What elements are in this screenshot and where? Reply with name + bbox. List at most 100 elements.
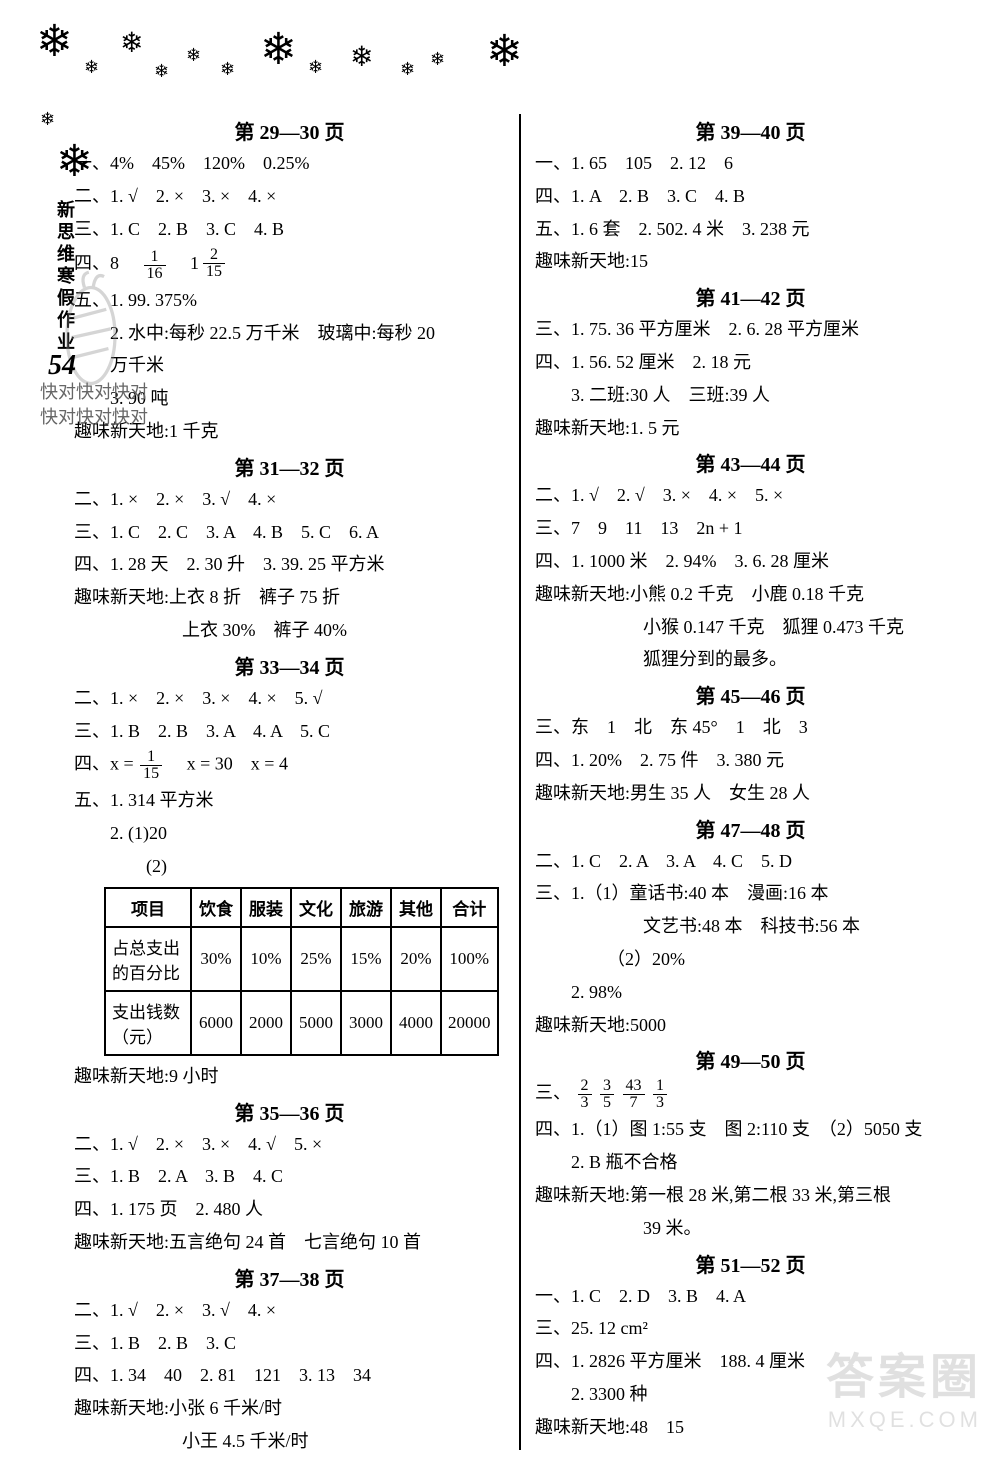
table-cell: 5000	[291, 991, 341, 1055]
content-columns: 第 29—30 页 一、4% 45% 120% 0.25% 二、1. √ 2. …	[0, 0, 1000, 1480]
table-header: 饮食	[191, 888, 241, 927]
answer-line: 万千米	[74, 351, 505, 380]
answer-line: 三、1. B 2. A 3. B 4. C	[74, 1162, 505, 1191]
answer-line: 2. 98%	[535, 978, 966, 1007]
answer-line: 二、1. √ 2. × 3. √ 4. ×	[74, 1296, 505, 1325]
answer-line: 一、1. 65 105 2. 12 6	[535, 149, 966, 178]
answer-line: 一、4% 45% 120% 0.25%	[74, 149, 505, 178]
answer-line: 趣味新天地:男生 35 人 女生 28 人	[535, 779, 966, 808]
answer-line: 三、25. 12 cm²	[535, 1314, 966, 1343]
answer-line: 3. 二班:30 人 三班:39 人	[535, 381, 966, 410]
answer-line: （2）20%	[535, 945, 966, 974]
answer-line: 三、7 9 11 13 2n + 1	[535, 514, 966, 543]
table-cell: 30%	[191, 927, 241, 991]
answer-line: 狐狸分到的最多。	[535, 645, 966, 674]
answer-line: 小猴 0.147 千克 狐狸 0.473 千克	[535, 613, 966, 642]
answer-line: 趣味新天地:上衣 8 折 裤子 75 折	[74, 583, 505, 612]
answer-line: 趣味新天地:15	[535, 247, 966, 276]
text: 三、	[535, 1083, 571, 1103]
section-title: 第 31—32 页	[74, 452, 505, 481]
answer-line: 二、1. √ 2. × 3. × 4. ×	[74, 182, 505, 211]
fraction: 35	[600, 1078, 614, 1111]
section-title: 第 47—48 页	[535, 814, 966, 843]
fraction: 13	[653, 1078, 667, 1111]
table-header: 文化	[291, 888, 341, 927]
answer-line: 2. 3300 种	[535, 1380, 966, 1409]
section-title: 第 41—42 页	[535, 282, 966, 311]
fraction: 23	[578, 1078, 592, 1111]
answer-line: 五、1. 99. 375%	[74, 286, 505, 315]
fraction: 116	[144, 249, 166, 282]
answer-line: 2. 水中:每秒 22.5 万千米 玻璃中:每秒 20	[74, 319, 505, 348]
section-title: 第 29—30 页	[74, 116, 505, 145]
table-cell: 15%	[341, 927, 391, 991]
answer-line: 趣味新天地:小熊 0.2 千克 小鹿 0.18 千克	[535, 580, 966, 609]
answer-line: 三、 23 35 437 13	[535, 1078, 966, 1111]
answer-line: 趣味新天地:五言绝句 24 首 七言绝句 10 首	[74, 1228, 505, 1257]
text: x = 30 x = 4	[169, 754, 288, 774]
left-column: 第 29—30 页 一、4% 45% 120% 0.25% 二、1. √ 2. …	[60, 110, 519, 1460]
table-cell: 20000	[441, 991, 498, 1055]
table-header: 服装	[241, 888, 291, 927]
answer-line: 二、1. √ 2. × 3. × 4. √ 5. ×	[74, 1130, 505, 1159]
answer-line: 五、1. 6 套 2. 502. 4 米 3. 238 元	[535, 215, 966, 244]
table-cell: 3000	[341, 991, 391, 1055]
answer-line: (2)	[74, 852, 505, 881]
answer-line: 四、1. 175 页 2. 480 人	[74, 1195, 505, 1224]
section-title: 第 43—44 页	[535, 448, 966, 477]
answer-line: 趣味新天地:1. 5 元	[535, 414, 966, 443]
answer-line: 二、1. √ 2. √ 3. × 4. × 5. ×	[535, 481, 966, 510]
answer-line: 五、1. 314 平方米	[74, 786, 505, 815]
table-cell: 2000	[241, 991, 291, 1055]
answer-line: 四、1. 28 天 2. 30 升 3. 39. 25 平方米	[74, 550, 505, 579]
section-title: 第 35—36 页	[74, 1097, 505, 1126]
answer-line: 2. (1)20	[74, 819, 505, 848]
answer-line: 文艺书:48 本 科技书:56 本	[535, 912, 966, 941]
table-row: 占总支出的百分比30%10%25%15%20%100%	[105, 927, 498, 991]
answer-line: 四、1. 2826 平方厘米 188. 4 厘米	[535, 1347, 966, 1376]
table-cell: 10%	[241, 927, 291, 991]
answer-line: 三、1. C 2. C 3. A 4. B 5. C 6. A	[74, 518, 505, 547]
table-row: 支出钱数（元）6000200050003000400020000	[105, 991, 498, 1055]
answer-line: 四、x = 115 x = 30 x = 4	[74, 749, 505, 782]
answer-line: 趣味新天地:48 15	[535, 1413, 966, 1442]
answer-line: 三、1. B 2. B 3. A 4. A 5. C	[74, 717, 505, 746]
answer-line: 四、1.（1）图 1:55 支 图 2:110 支 （2）5050 支	[535, 1115, 966, 1144]
answer-line: 四、1. A 2. B 3. C 4. B	[535, 182, 966, 211]
answer-line: 四、1. 1000 米 2. 94% 3. 6. 28 厘米	[535, 547, 966, 576]
table-header: 旅游	[341, 888, 391, 927]
answer-line: 三、东 1 北 东 45° 1 北 3	[535, 713, 966, 742]
table-cell: 4000	[391, 991, 441, 1055]
table-cell: 25%	[291, 927, 341, 991]
answer-line: 三、1. B 2. B 3. C	[74, 1329, 505, 1358]
expense-table: 项目饮食服装文化旅游其他合计占总支出的百分比30%10%25%15%20%100…	[104, 887, 499, 1056]
answer-line: 3. 90 吨	[74, 384, 505, 413]
section-title: 第 39—40 页	[535, 116, 966, 145]
answer-line: 四、1. 20% 2. 75 件 3. 380 元	[535, 746, 966, 775]
answer-line: 一、1. C 2. D 3. B 4. A	[535, 1282, 966, 1311]
answer-line: 小王 4.5 千米/时	[74, 1427, 505, 1456]
right-column: 第 39—40 页 一、1. 65 105 2. 12 6 四、1. A 2. …	[521, 110, 980, 1460]
table-cell: 支出钱数（元）	[105, 991, 191, 1055]
section-title: 第 45—46 页	[535, 680, 966, 709]
answer-line: 四、8 116 1215	[74, 247, 505, 281]
answer-line: 三、1. C 2. B 3. C 4. B	[74, 215, 505, 244]
table-cell: 100%	[441, 927, 498, 991]
section-title: 第 49—50 页	[535, 1045, 966, 1074]
text: 四、x =	[74, 754, 138, 774]
answer-line: 39 米。	[535, 1214, 966, 1243]
section-title: 第 33—34 页	[74, 651, 505, 680]
answer-line: 四、1. 34 40 2. 81 121 3. 13 34	[74, 1361, 505, 1390]
table-cell: 占总支出的百分比	[105, 927, 191, 991]
table-header: 合计	[441, 888, 498, 927]
answer-line: 三、1. 75. 36 平方厘米 2. 6. 28 平方厘米	[535, 315, 966, 344]
answer-line: 趣味新天地:1 千克	[74, 417, 505, 446]
answer-line: 上衣 30% 裤子 40%	[74, 616, 505, 645]
answer-line: 二、1. C 2. A 3. A 4. C 5. D	[535, 847, 966, 876]
mixed-number: 1215	[172, 247, 227, 280]
table-cell: 20%	[391, 927, 441, 991]
fraction: 115	[140, 749, 162, 782]
answer-line: 二、1. × 2. × 3. × 4. × 5. √	[74, 684, 505, 713]
answer-line: 趣味新天地:5000	[535, 1011, 966, 1040]
answer-line: 2. B 瓶不合格	[535, 1148, 966, 1177]
